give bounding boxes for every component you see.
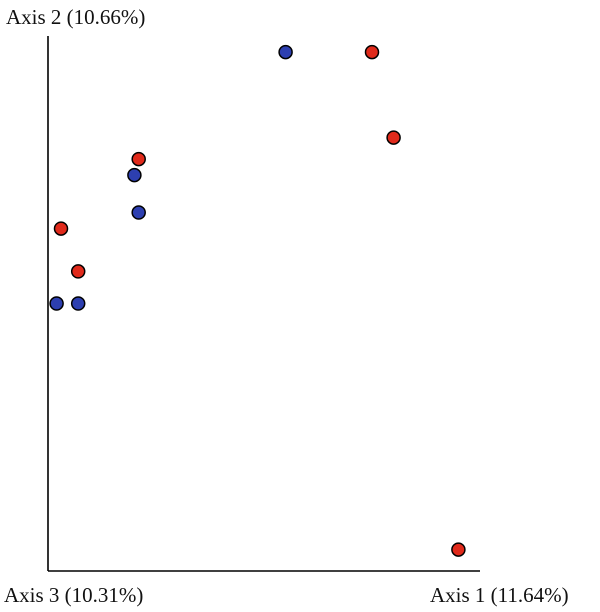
data-point-red-7	[53, 221, 69, 236]
data-point-red-11	[451, 542, 466, 557]
axis-2-label: Axis 2 (10.66%)	[6, 5, 145, 29]
data-point-blue-6	[131, 205, 146, 220]
data-point-red-4	[131, 151, 146, 167]
data-point-red-2	[364, 44, 380, 60]
axis-1-label: Axis 1 (11.64%)	[430, 583, 569, 607]
points-group	[49, 44, 466, 557]
data-point-blue-1	[278, 44, 293, 60]
data-point-red-8	[70, 264, 86, 279]
data-point-blue-9	[70, 296, 86, 311]
axis-3-label: Axis 3 (10.31%)	[4, 583, 143, 607]
data-point-red-3	[386, 130, 401, 145]
data-point-blue-10	[49, 296, 64, 311]
data-point-blue-5	[127, 167, 142, 183]
